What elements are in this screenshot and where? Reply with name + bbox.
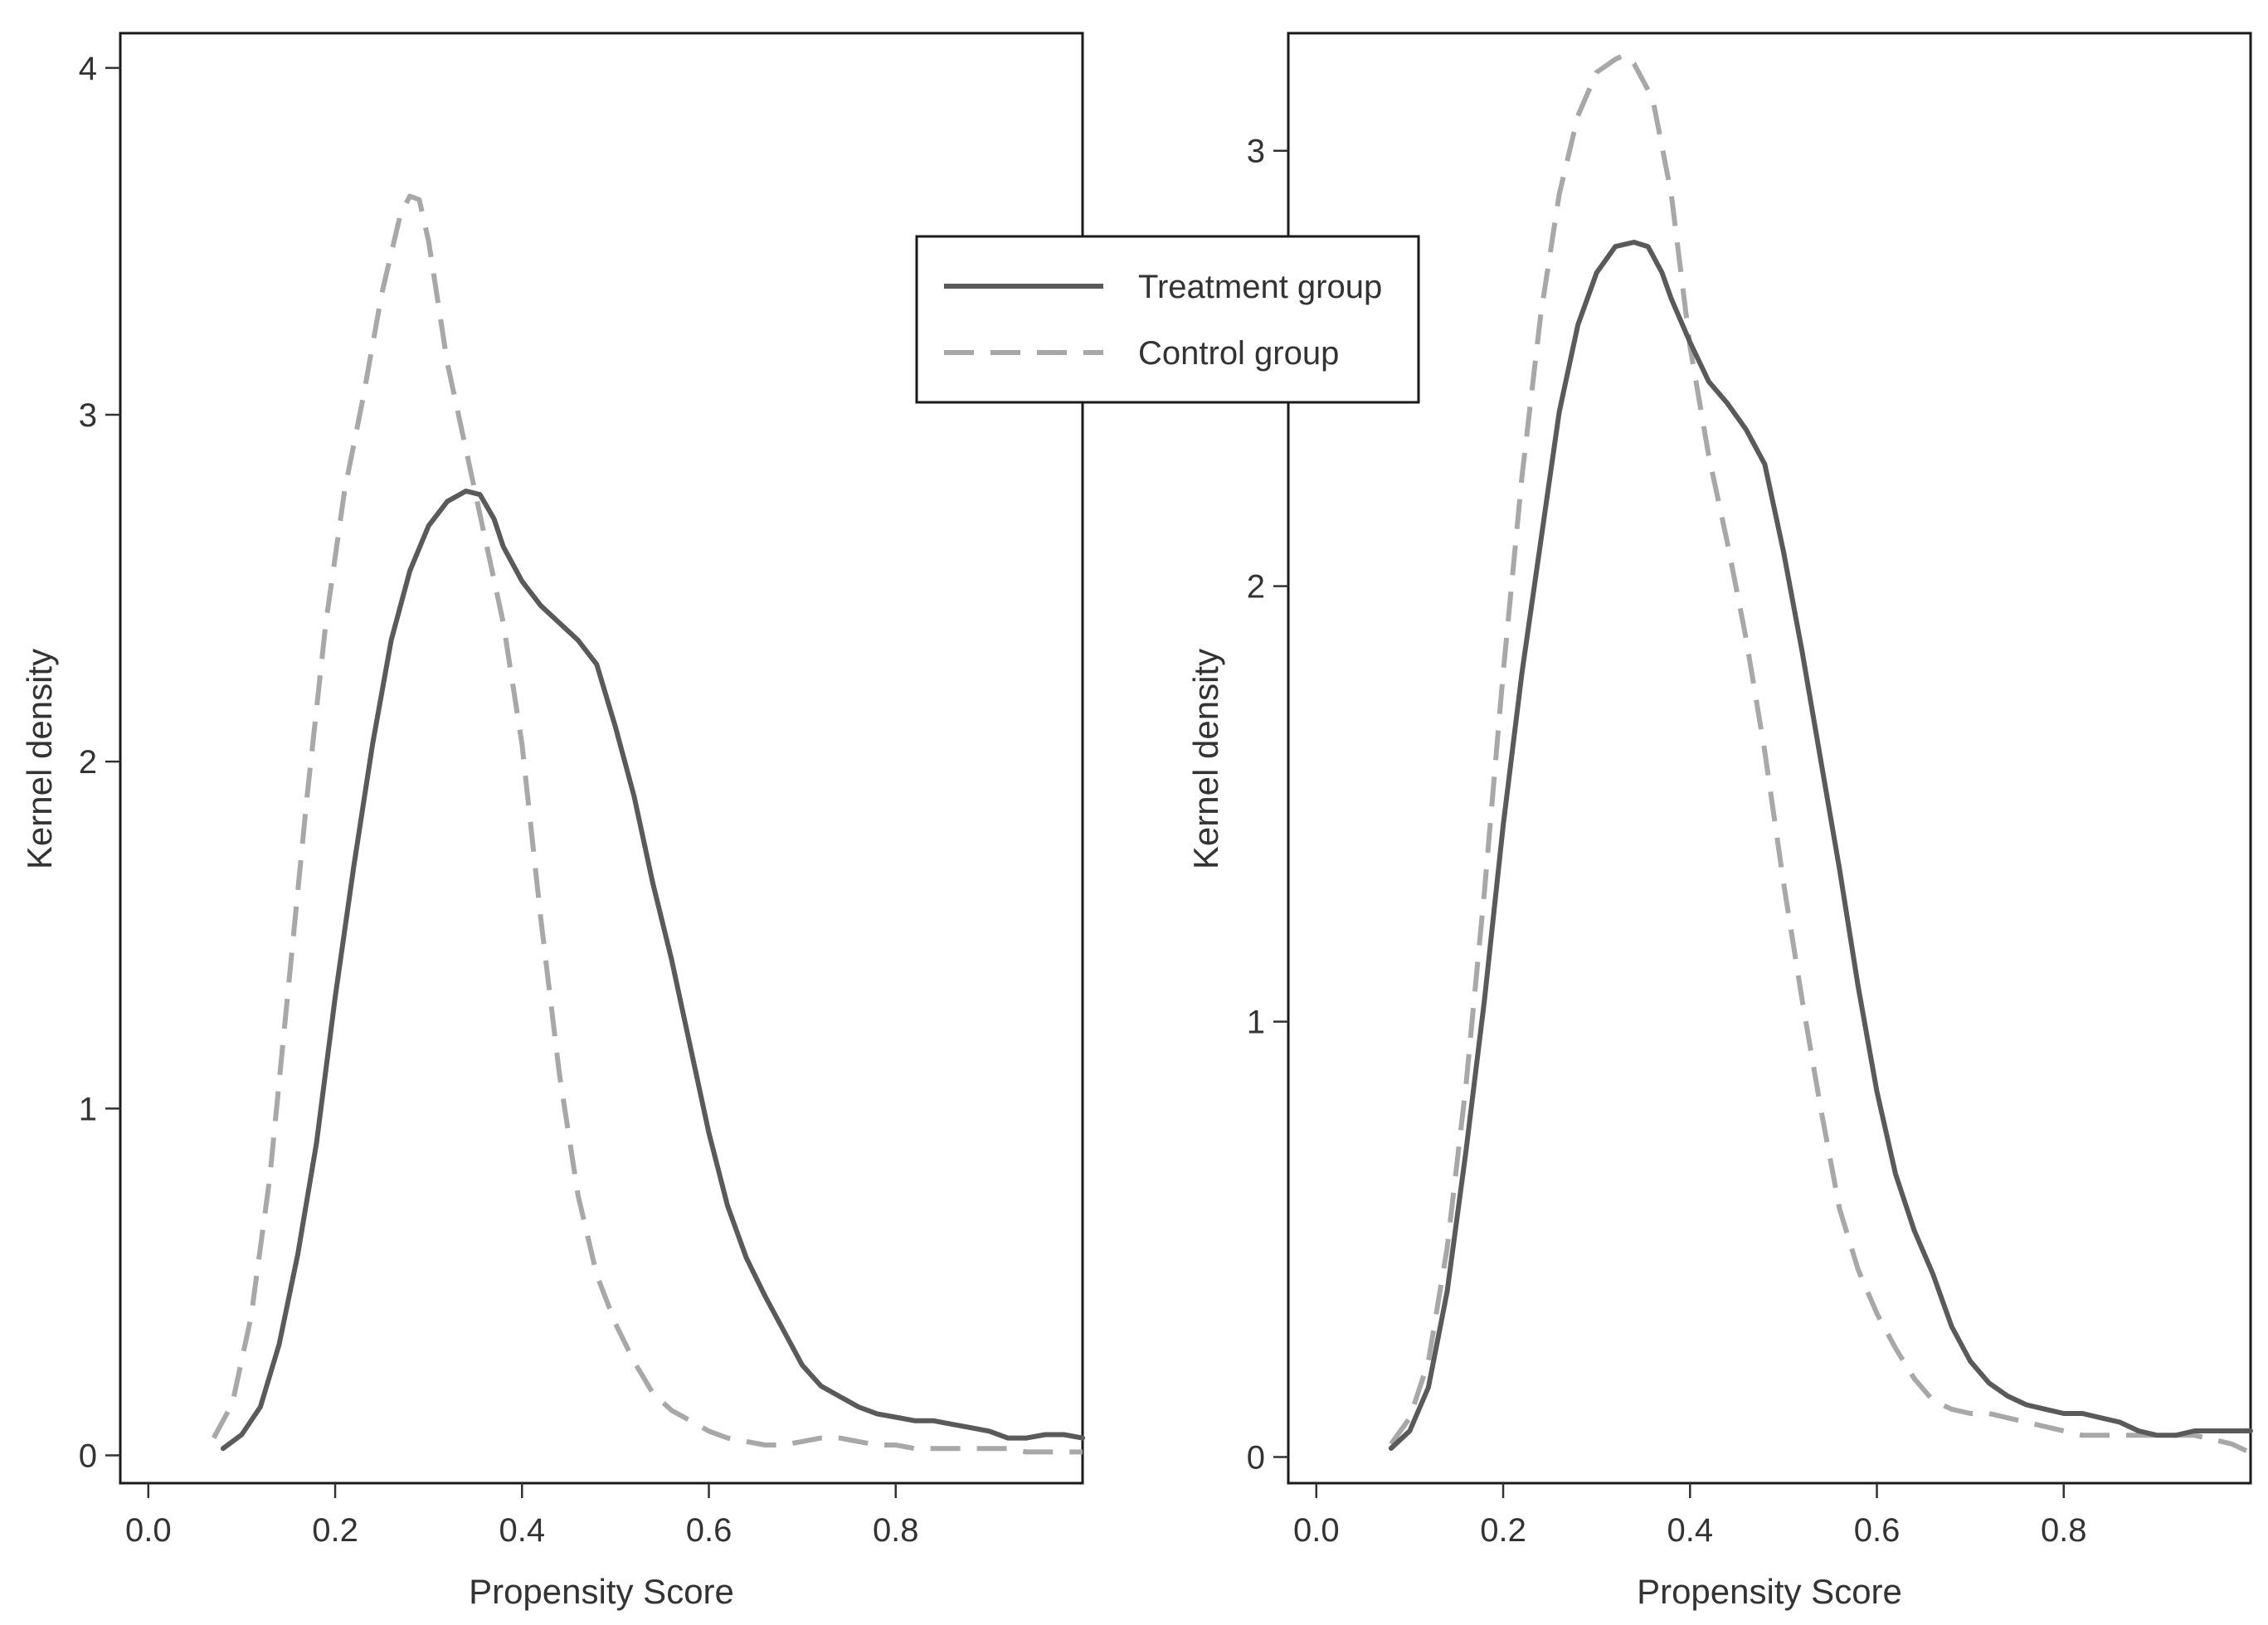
legend: Treatment group Control group	[915, 235, 1420, 404]
y-axis-label-left: Kernel density	[20, 649, 59, 869]
y-tick-label-left-0: 0	[79, 1438, 97, 1475]
x-tick-label-right-4: 0.8	[2041, 1512, 2087, 1549]
y-tick-label-right-1: 1	[1247, 1005, 1265, 1041]
legend-box	[915, 235, 1420, 404]
control-group-line-left	[211, 193, 1083, 1455]
y-tick-label-left-3: 3	[79, 397, 97, 434]
x-tick-label-right-3: 0.6	[1854, 1512, 1901, 1549]
control-group-line-right	[1389, 52, 2252, 1456]
y-tick-label-left-4: 4	[79, 51, 97, 87]
x-tick-label-left-0: 0.0	[125, 1512, 172, 1549]
panel-right: 0 1 2 3 0.0 0.2 0.4 0.6 0.8 Propensity Score Ke…	[1186, 32, 2253, 1611]
x-tick-label-left-2: 0.4	[499, 1512, 545, 1549]
x-axis-right: 0.0 0.2 0.4 0.6 0.8	[1293, 1483, 2087, 1549]
plot-lines-right	[1388, 52, 2253, 1456]
treatment-group-line-right	[1388, 240, 2253, 1451]
legend-label-treatment: Treatment group	[1138, 269, 1382, 305]
y-tick-label-right-0: 0	[1247, 1440, 1265, 1477]
plot-frame-left	[119, 32, 1084, 1485]
panel-left: 0 1 2 3 4 0.0 0.2 0.4 0.6 0.8 Propensity Score K…	[20, 32, 1085, 1611]
x-axis-label-left: Propensity Score	[469, 1572, 734, 1611]
x-tick-label-right-1: 0.2	[1480, 1512, 1526, 1549]
y-axis-label-right: Kernel density	[1186, 649, 1225, 869]
treatment-group-line-left	[220, 489, 1085, 1452]
y-tick-label-right-2: 2	[1247, 569, 1265, 606]
plot-frame-right	[1287, 32, 2252, 1485]
y-tick-label-left-1: 1	[79, 1091, 97, 1127]
x-tick-label-left-3: 0.6	[686, 1512, 732, 1549]
x-axis-left: 0.0 0.2 0.4 0.6 0.8	[125, 1483, 919, 1549]
y-axis-left: 0 1 2 3 4	[79, 51, 120, 1475]
legend-label-control: Control group	[1138, 335, 1339, 372]
plot-lines-left	[211, 193, 1085, 1455]
x-tick-label-right-0: 0.0	[1293, 1512, 1340, 1549]
x-tick-label-left-4: 0.8	[873, 1512, 919, 1549]
y-tick-label-right-3: 3	[1247, 134, 1265, 170]
y-tick-label-left-2: 2	[79, 744, 97, 781]
x-axis-label-right: Propensity Score	[1637, 1572, 1902, 1611]
x-tick-label-right-2: 0.4	[1667, 1512, 1713, 1549]
y-axis-right: 0 1 2 3	[1247, 134, 1288, 1477]
x-tick-label-left-1: 0.2	[312, 1512, 358, 1549]
